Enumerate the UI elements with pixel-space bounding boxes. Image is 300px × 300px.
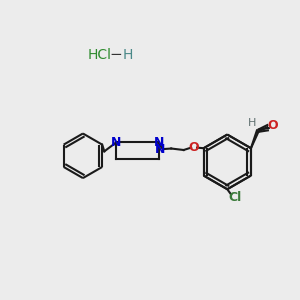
- Text: O: O: [189, 141, 200, 154]
- Text: H: H: [248, 118, 256, 128]
- Text: HCl: HCl: [88, 48, 112, 62]
- Text: N: N: [155, 142, 165, 156]
- Text: −: −: [110, 47, 122, 62]
- Text: N: N: [111, 136, 122, 149]
- Text: N: N: [154, 136, 164, 149]
- Text: H: H: [122, 48, 133, 62]
- Text: O: O: [267, 119, 278, 132]
- Text: Cl: Cl: [228, 191, 241, 204]
